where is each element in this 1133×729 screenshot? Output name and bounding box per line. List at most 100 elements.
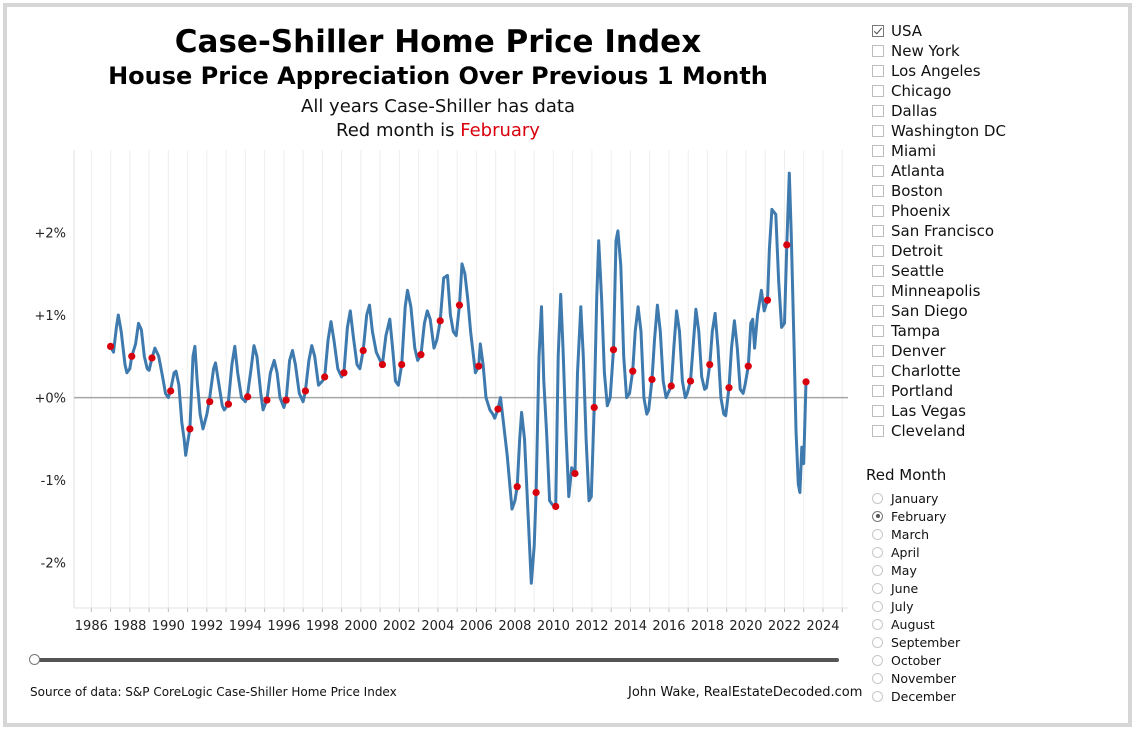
radio-button[interactable]: [872, 582, 883, 594]
month-option[interactable]: February: [872, 507, 960, 525]
checkbox[interactable]: [872, 25, 884, 37]
city-option-label: San Francisco: [891, 222, 995, 240]
radio-button[interactable]: [872, 492, 883, 504]
month-option[interactable]: August: [872, 615, 960, 633]
month-option[interactable]: December: [872, 687, 960, 705]
city-option[interactable]: Detroit: [872, 241, 1006, 261]
x-tick-label: 2018: [691, 619, 724, 634]
checkbox[interactable]: [872, 285, 884, 297]
checkbox[interactable]: [872, 385, 884, 397]
month-option[interactable]: January: [872, 489, 960, 507]
city-option[interactable]: New York: [872, 41, 1006, 61]
x-tick-label: 2010: [537, 619, 570, 634]
radio-button[interactable]: [872, 690, 883, 702]
month-option-label: September: [891, 634, 961, 650]
red-month-marker: [359, 346, 367, 355]
city-option[interactable]: Minneapolis: [872, 281, 1006, 301]
checkbox[interactable]: [872, 205, 884, 217]
red-month-marker: [340, 369, 348, 377]
radio-button[interactable]: [872, 600, 883, 612]
red-month-marker: [648, 375, 656, 384]
month-option-label: November: [891, 670, 957, 686]
red-month-marker: [744, 362, 752, 370]
radio-button[interactable]: [872, 636, 883, 648]
city-option-label: Boston: [891, 182, 943, 200]
city-option[interactable]: Cleveland: [872, 421, 1006, 441]
red-month-marker: [783, 241, 791, 249]
checkbox[interactable]: [872, 245, 884, 257]
x-tick-label: 2000: [344, 619, 377, 634]
city-option[interactable]: Portland: [872, 381, 1006, 401]
checkbox[interactable]: [872, 45, 884, 57]
month-option[interactable]: November: [872, 669, 960, 687]
city-option-label: USA: [891, 22, 923, 40]
checkbox[interactable]: [872, 405, 884, 417]
radio-button[interactable]: [872, 654, 883, 666]
chart-caption: All years Case-Shiller has data: [301, 96, 575, 117]
month-option[interactable]: March: [872, 525, 960, 543]
x-tick-label: 2024: [806, 619, 839, 634]
y-tick-label: -2%: [41, 557, 66, 572]
radio-button[interactable]: [872, 564, 883, 576]
checkbox[interactable]: [872, 165, 884, 177]
city-option[interactable]: Washington DC: [872, 121, 1006, 141]
city-option[interactable]: Denver: [872, 341, 1006, 361]
x-tick-label: 1998: [306, 619, 339, 634]
month-option[interactable]: May: [872, 561, 960, 579]
checkbox[interactable]: [872, 145, 884, 157]
checkbox[interactable]: [872, 265, 884, 277]
x-tick-label: 1990: [152, 619, 185, 634]
radio-button[interactable]: [872, 672, 883, 684]
city-option[interactable]: Charlotte: [872, 361, 1006, 381]
x-tick-label: 2014: [614, 619, 647, 634]
checkbox[interactable]: [872, 345, 884, 357]
city-option[interactable]: Chicago: [872, 81, 1006, 101]
radio-button[interactable]: [872, 546, 883, 558]
city-option[interactable]: Las Vegas: [872, 401, 1006, 421]
city-option[interactable]: Los Angeles: [872, 61, 1006, 81]
month-option[interactable]: July: [872, 597, 960, 615]
red-month-name: February: [460, 120, 540, 141]
month-option[interactable]: June: [872, 579, 960, 597]
red-month-marker: [436, 317, 444, 325]
checkbox[interactable]: [872, 425, 884, 437]
red-month-marker: [475, 362, 483, 370]
city-option[interactable]: Miami: [872, 141, 1006, 161]
radio-button[interactable]: [872, 528, 883, 540]
checkbox[interactable]: [872, 365, 884, 377]
city-option[interactable]: Seattle: [872, 261, 1006, 281]
red-month-marker: [667, 382, 675, 390]
city-option[interactable]: Dallas: [872, 101, 1006, 121]
checkbox[interactable]: [872, 325, 884, 337]
chart-subtitle: House Price Appreciation Over Previous 1…: [108, 62, 768, 90]
checkbox[interactable]: [872, 125, 884, 137]
checkbox[interactable]: [872, 185, 884, 197]
city-option[interactable]: Atlanta: [872, 161, 1006, 181]
city-option[interactable]: Boston: [872, 181, 1006, 201]
radio-button[interactable]: [872, 618, 883, 630]
month-option[interactable]: September: [872, 633, 960, 651]
city-option[interactable]: San Francisco: [872, 221, 1006, 241]
red-month-marker: [206, 398, 214, 406]
checkbox[interactable]: [872, 105, 884, 117]
city-option[interactable]: Phoenix: [872, 201, 1006, 221]
red-month-marker: [513, 483, 521, 491]
month-option[interactable]: October: [872, 651, 960, 669]
month-option-label: March: [891, 526, 930, 542]
year-range-slider-handle[interactable]: [29, 654, 40, 665]
city-option[interactable]: USA: [872, 21, 1006, 41]
x-tick-label: 2012: [575, 619, 608, 634]
red-month-radio-list: January February March April May June July Augu…: [872, 489, 960, 705]
checkbox[interactable]: [872, 85, 884, 97]
city-option[interactable]: San Diego: [872, 301, 1006, 321]
month-option[interactable]: April: [872, 543, 960, 561]
radio-button[interactable]: [872, 510, 883, 522]
checkbox[interactable]: [872, 305, 884, 317]
year-range-slider-track[interactable]: [34, 658, 839, 662]
checkbox[interactable]: [872, 225, 884, 237]
x-tick-label: 2008: [498, 619, 531, 634]
city-option[interactable]: Tampa: [872, 321, 1006, 341]
checkbox[interactable]: [872, 65, 884, 77]
red-month-marker: [128, 352, 136, 360]
red-month-marker: [571, 469, 579, 478]
